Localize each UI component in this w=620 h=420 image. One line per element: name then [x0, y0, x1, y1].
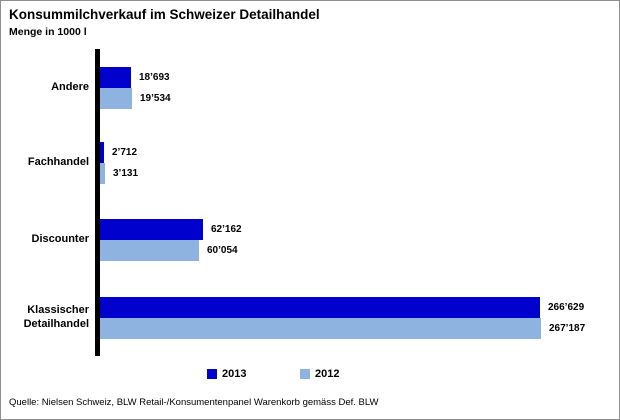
bar-2013	[100, 297, 540, 318]
value-label: 60’054	[207, 245, 238, 256]
category-label: Fachhandel	[27, 156, 89, 169]
legend-swatch-2012	[300, 369, 310, 379]
legend-label-2012: 2012	[315, 368, 340, 380]
bar-2013	[100, 67, 131, 88]
bar-2012	[100, 88, 132, 109]
category-label: Klassischer Detailhandel	[23, 304, 89, 330]
value-label: 19’534	[140, 93, 171, 104]
legend-label-2013: 2013	[222, 368, 247, 380]
value-label: 267’187	[549, 323, 586, 334]
bar-2012	[100, 318, 541, 339]
chart-title: Konsummilchverkauf im Schweizer Detailha…	[9, 7, 320, 22]
category-axis-line	[95, 49, 100, 356]
legend-swatch-2013	[207, 369, 217, 379]
source-note: Quelle: Nielsen Schweiz, BLW Retail-/Kon…	[9, 397, 379, 408]
value-label: 2’712	[112, 147, 138, 158]
category-label: Andere	[51, 81, 89, 94]
bar-2012	[100, 240, 199, 261]
chart-subtitle: Menge in 1000 l	[9, 26, 87, 38]
category-label: Discounter	[31, 233, 89, 246]
legend-item-2012: 2012	[300, 367, 339, 381]
value-label: 266’629	[548, 302, 585, 313]
value-label: 3’131	[113, 168, 139, 179]
value-label: 18’693	[139, 72, 170, 83]
bar-2012	[100, 163, 105, 184]
legend-item-2013: 2013	[207, 367, 246, 381]
bar-2013	[100, 219, 203, 240]
legend: 2013 2012	[1, 367, 619, 381]
value-label: 62’162	[211, 224, 242, 235]
bar-2013	[100, 142, 104, 163]
